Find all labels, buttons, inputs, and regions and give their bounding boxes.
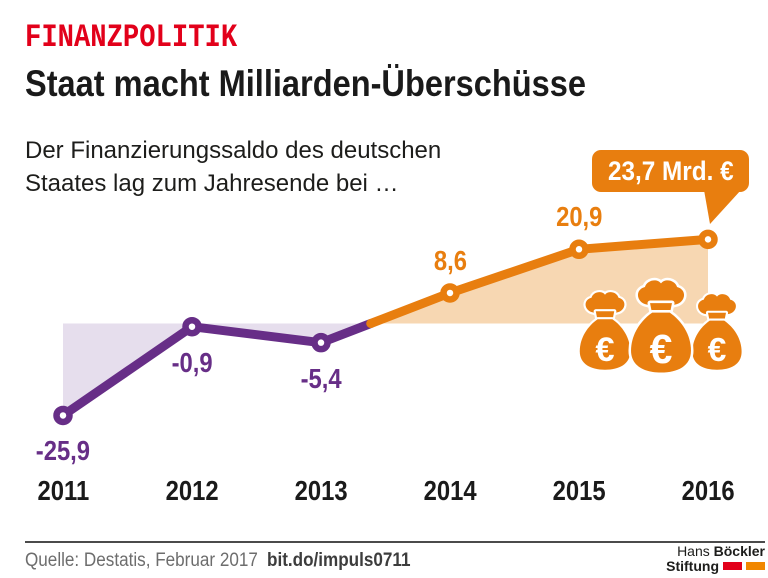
x-axis-label-2015: 2015	[529, 477, 629, 505]
logo-line-1: Hans Böckler	[666, 544, 765, 558]
bag-body	[628, 310, 694, 376]
link-text[interactable]: bit.do/impuls0711	[267, 550, 411, 571]
logo-orange-square	[746, 562, 765, 570]
line-negative	[58, 319, 376, 420]
footer-divider	[25, 541, 765, 543]
area-negative	[63, 323, 371, 416]
x-axis-label-2011: 2011	[13, 477, 113, 505]
data-point-2016	[698, 229, 718, 250]
x-axis-label-2012-text: 2012	[165, 475, 219, 506]
x-axis-label-2011-text: 2011	[37, 475, 89, 506]
kicker-text: FINANZPOLITIK	[25, 19, 238, 56]
value-label-2012-text: -0,9	[171, 346, 213, 378]
value-label-2015-text: 20,9	[555, 201, 603, 233]
logo-red-square	[723, 562, 742, 570]
euro-symbol: €	[650, 326, 673, 372]
bag-body	[577, 317, 633, 372]
hbs-logo: Hans Böckler Stiftung	[666, 544, 765, 573]
x-axis-label-2014: 2014	[400, 477, 500, 505]
data-point-2015	[569, 239, 589, 260]
value-label-2011: -25,9	[13, 437, 113, 465]
data-point-2012	[182, 316, 202, 337]
callout-tail	[704, 190, 741, 224]
x-axis-label-2016-text: 2016	[681, 475, 735, 506]
value-label-2015: 20,9	[529, 203, 629, 231]
page-title-text: Staat macht Milliarden-Überschüsse	[25, 63, 586, 104]
money-bag-euro-icon: €	[628, 277, 694, 376]
line-positive	[366, 234, 713, 328]
x-axis-label-2012: 2012	[142, 477, 242, 505]
money-bag-euro-icon: €	[690, 292, 744, 372]
euro-symbol: €	[595, 331, 614, 369]
value-label-2014-text: 8,6	[433, 244, 467, 276]
data-point-2014	[440, 283, 460, 303]
x-axis-label-2013-text: 2013	[294, 475, 348, 506]
value-label-2011-text: -25,9	[35, 435, 91, 467]
x-axis-label-2013: 2013	[271, 477, 371, 505]
logo-stiftung: Stiftung	[666, 558, 719, 574]
euro-symbol: €	[708, 332, 727, 369]
logo-hans: Hans	[677, 543, 710, 559]
logo-boeckler: Böckler	[713, 543, 765, 559]
subtitle: Der Finanzierungssaldo des deutschen Sta…	[25, 134, 441, 200]
kicker: FINANZPOLITIK	[25, 22, 275, 54]
subtitle-line-2: Staates lag zum Jahresende bei …	[25, 170, 399, 197]
value-label-2014: 8,6	[400, 244, 500, 276]
callout-badge: 23,7 Mrd. €	[592, 150, 749, 192]
x-axis-label-2015-text: 2015	[552, 475, 606, 506]
x-axis-label-2014-text: 2014	[423, 475, 477, 506]
source-text: Quelle: Destatis, Februar 2017	[25, 550, 258, 571]
value-label-2013: -5,4	[271, 362, 371, 394]
money-bag-euro-icon: €	[577, 290, 633, 372]
subtitle-line-1: Der Finanzierungssaldo des deutschen	[25, 137, 442, 164]
bag-body	[690, 318, 744, 372]
page-title: Staat macht Milliarden-Überschüsse	[25, 64, 662, 104]
value-label-2012: -0,9	[142, 346, 242, 378]
data-point-2011	[53, 405, 73, 426]
callout-label: 23,7 Mrd. €	[607, 155, 734, 186]
logo-line-2: Stiftung	[666, 559, 765, 573]
x-axis-label-2016: 2016	[658, 477, 758, 505]
data-point-2013	[311, 332, 331, 353]
value-label-2013-text: -5,4	[300, 362, 342, 394]
